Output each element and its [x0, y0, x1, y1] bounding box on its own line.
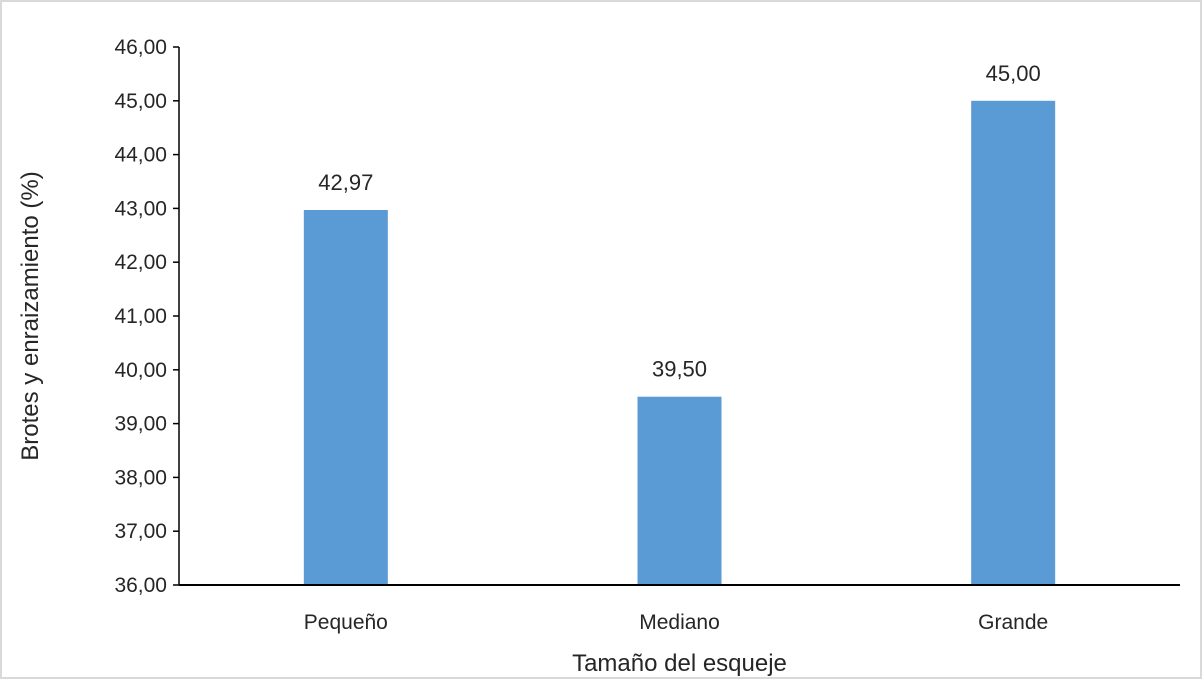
x-tick-label: Pequeño — [304, 611, 388, 634]
x-axis-ticks: Pequeño Mediano Grande — [304, 611, 1048, 634]
y-axis-ticks: 36,00 37,00 38,00 39,00 40,00 41,00 42,00 43,00… — [114, 36, 179, 597]
bar-2 — [637, 396, 722, 585]
y-tick-label: 43,00 — [114, 197, 167, 220]
data-labels: 42,97 39,50 45,00 — [318, 61, 1040, 382]
x-axis-title: Tamaño del esqueje — [572, 650, 787, 677]
y-tick-label: 41,00 — [114, 305, 167, 328]
data-label: 39,50 — [652, 357, 707, 382]
y-tick-label: 42,00 — [114, 251, 167, 274]
y-tick-label: 36,00 — [114, 574, 167, 597]
y-tick-label: 40,00 — [114, 359, 167, 382]
y-tick-label: 46,00 — [114, 36, 167, 59]
x-tick-label: Mediano — [639, 611, 720, 634]
data-label: 45,00 — [986, 61, 1041, 86]
y-axis-title: Brotes y enraizamiento (%) — [17, 171, 44, 460]
y-tick-label: 38,00 — [114, 466, 167, 489]
bar-3 — [971, 100, 1056, 586]
y-tick-label: 45,00 — [114, 90, 167, 113]
bars — [303, 100, 1056, 586]
x-tick-label: Grande — [978, 611, 1048, 634]
data-label: 42,97 — [318, 170, 373, 195]
y-tick-label: 39,00 — [114, 413, 167, 436]
y-tick-label: 44,00 — [114, 144, 167, 167]
bar-1 — [303, 210, 388, 585]
y-tick-label: 37,00 — [114, 520, 167, 543]
